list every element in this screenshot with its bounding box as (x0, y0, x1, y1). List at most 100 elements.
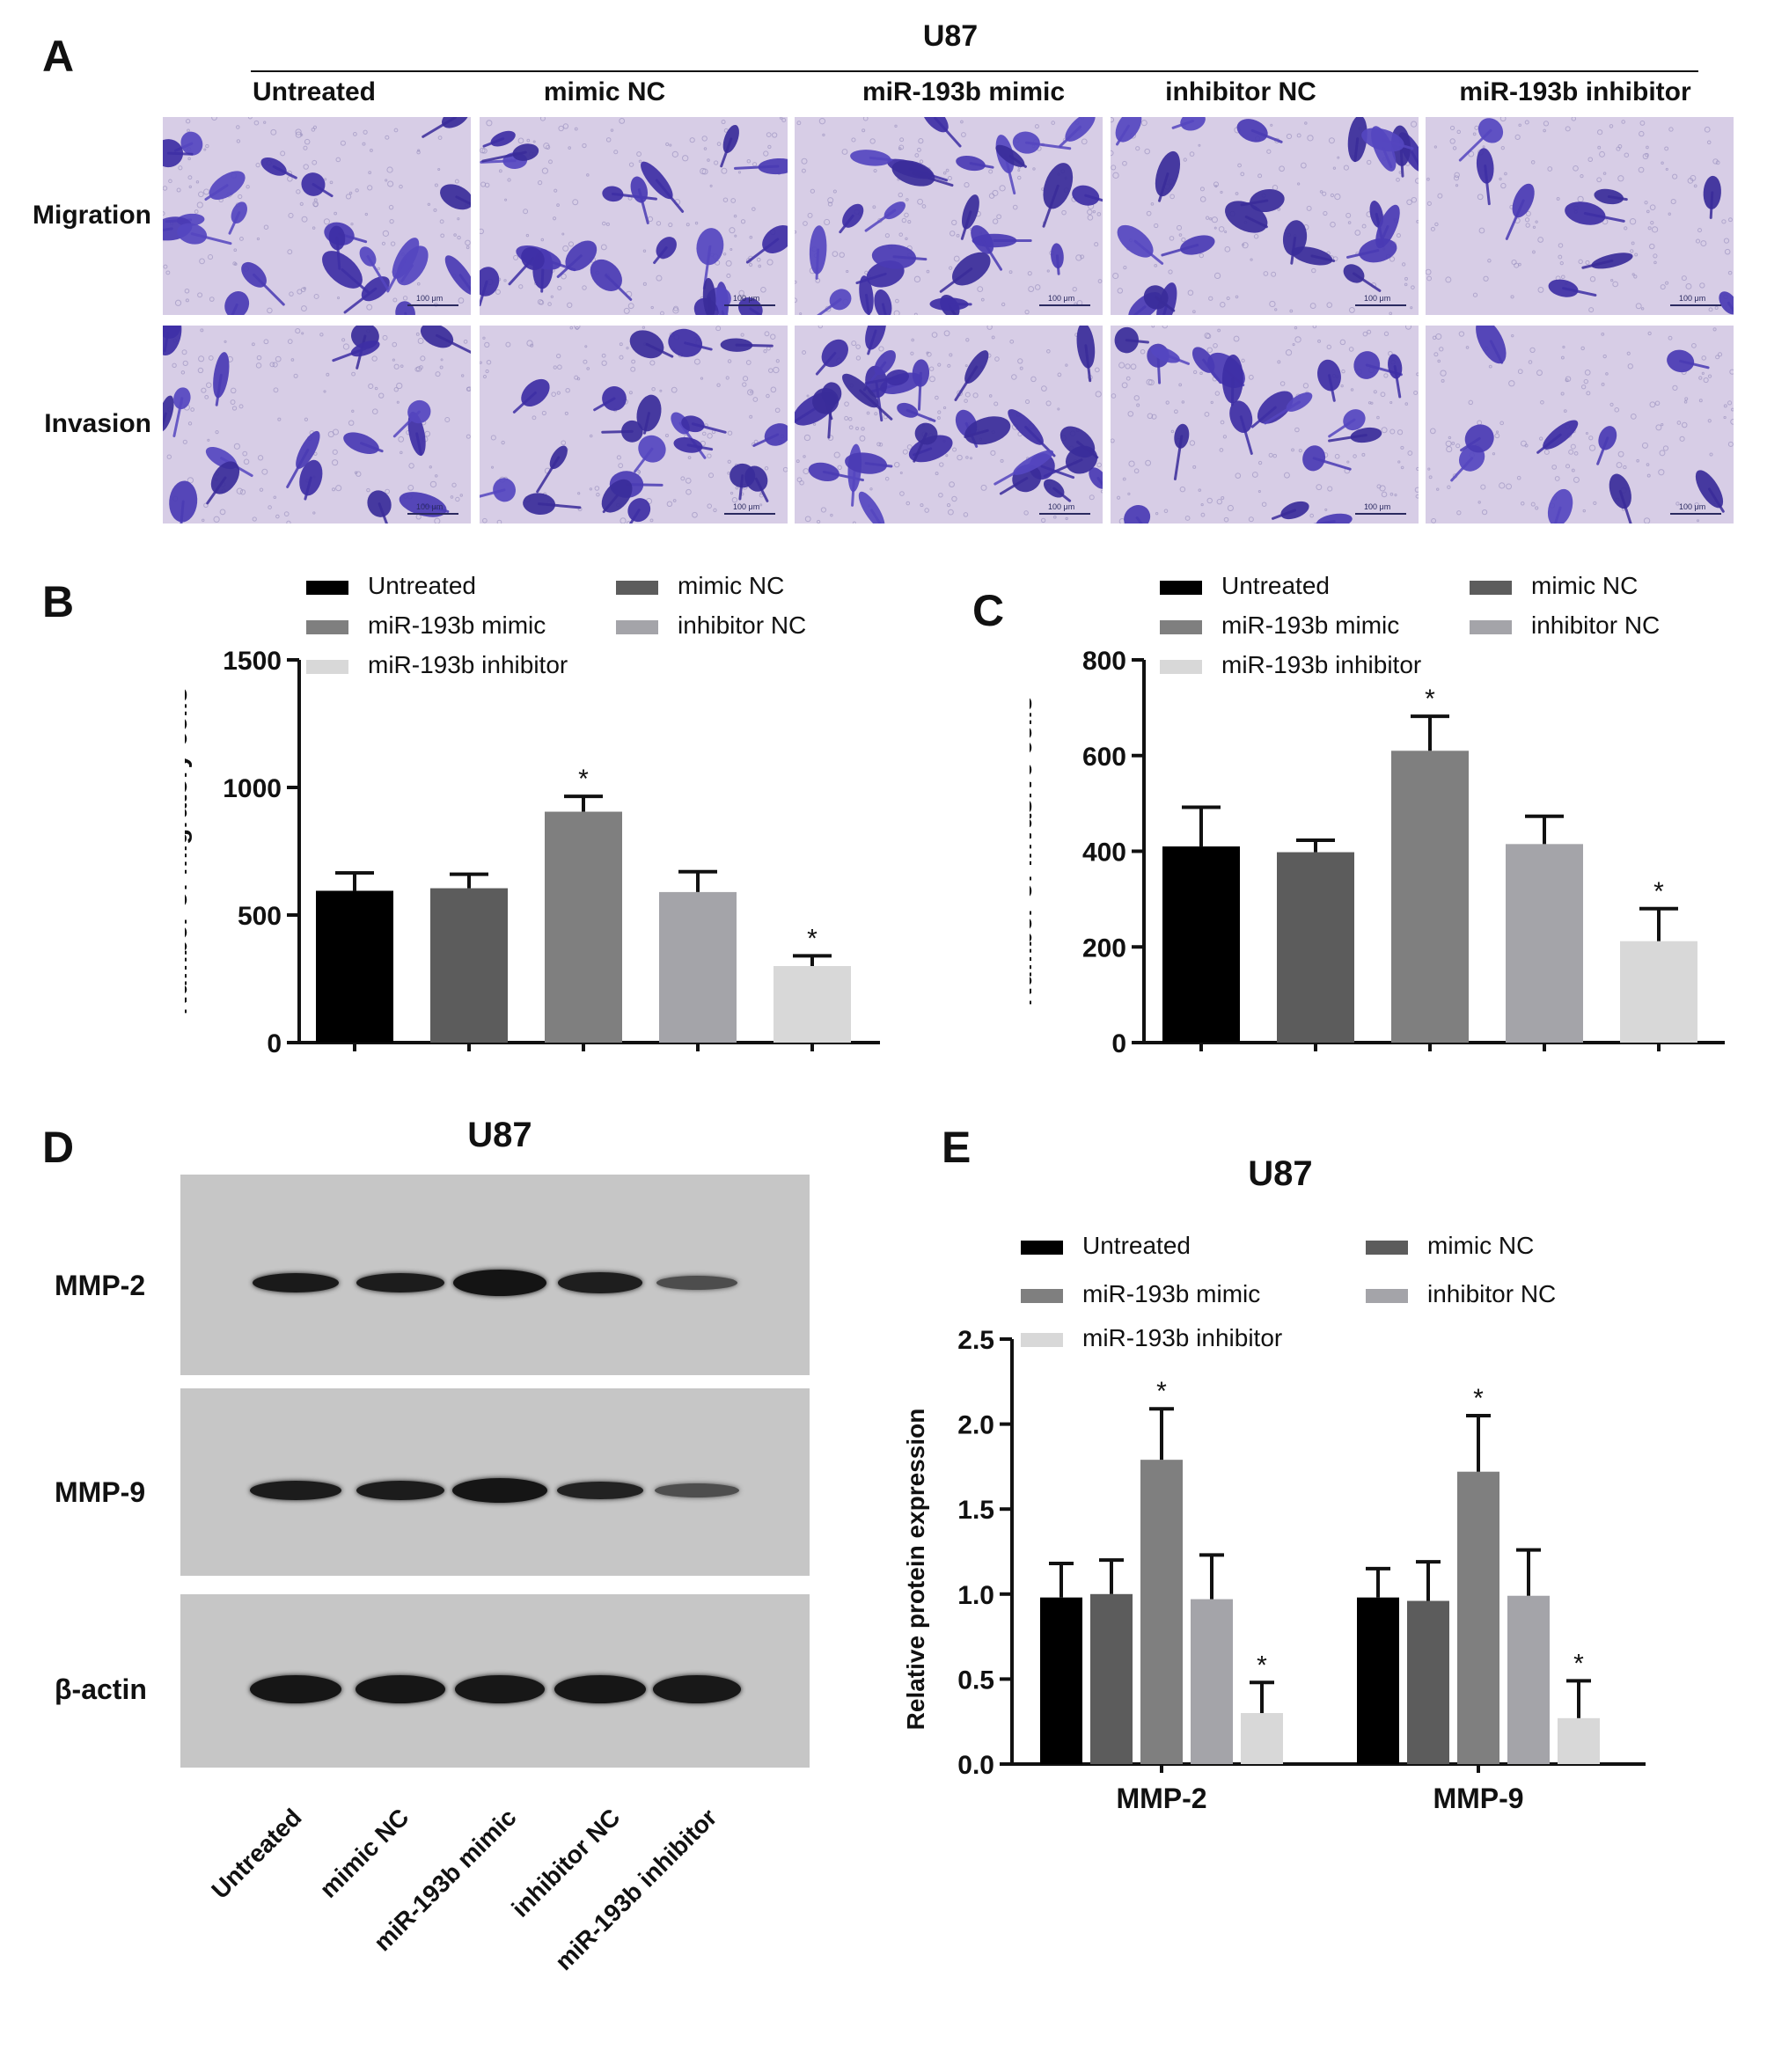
y-axis-label: Number of invasive cells (1030, 697, 1037, 1007)
bar-mir-193b-mimic (1391, 750, 1469, 1043)
significance-mark: * (1473, 1384, 1484, 1413)
y-tick-label: 2.0 (957, 1411, 994, 1440)
legend-label: inhibitor NC (1427, 1280, 1556, 1307)
significance-mark: * (578, 765, 589, 794)
band-mmp-9-inhibitor-nc (557, 1482, 643, 1499)
y-tick-label: 2.5 (957, 1326, 994, 1355)
bar-mmp-9-mir-193b-inhibitor (1558, 1718, 1600, 1764)
band-actin-untreated (250, 1675, 341, 1703)
micrograph-invasion-untreated: 100 μm (163, 326, 471, 523)
scale-bar-label: 100 μm (1679, 502, 1705, 511)
scale-bar (1039, 513, 1090, 515)
significance-mark: * (1156, 1377, 1167, 1406)
blot-label-mmp-2: MMP-2 (55, 1270, 145, 1302)
x-tick-label-mmp-9: MMP-9 (1433, 1783, 1523, 1812)
legend-swatch (616, 581, 658, 595)
scale-bar-label: 100 μm (733, 502, 759, 511)
bar-mimic-nc (1277, 853, 1354, 1043)
legend-entry-inhibitor-nc: inhibitor NC (1366, 1280, 1556, 1308)
scale-bar (1670, 513, 1721, 515)
band-mmp-2-mir-193b-inhibitor (656, 1276, 737, 1290)
y-tick-label: 1000 (223, 774, 282, 803)
bar-mmp-2-mir-193b-inhibitor (1241, 1713, 1283, 1764)
legend-swatch (1021, 1289, 1063, 1303)
legend-swatch (1470, 620, 1512, 634)
panel-a-cell-line: U87 (862, 19, 1038, 54)
y-tick-label: 0.5 (957, 1666, 994, 1695)
y-tick-label: 200 (1082, 933, 1126, 963)
y-tick-label: 800 (1082, 647, 1126, 676)
scale-bar (1355, 304, 1406, 306)
band-actin-mir-193b-inhibitor (653, 1675, 741, 1703)
legend-label: mimic NC (1427, 1232, 1534, 1259)
bar-mmp-2-untreated (1040, 1598, 1082, 1764)
blot-label-mmp-9: MMP-9 (55, 1476, 145, 1509)
y-tick-label: 1.0 (957, 1581, 994, 1610)
legend-entry-mimic-nc: mimic NC (616, 572, 784, 600)
blot-label-actin: β-actin (55, 1673, 147, 1706)
bar-untreated (316, 890, 393, 1043)
legend-entry-inhibitor-nc: inhibitor NC (1470, 611, 1660, 640)
bar-untreated (1162, 846, 1240, 1043)
legend-entry-mimic-nc: mimic NC (1366, 1232, 1534, 1260)
legend-entry-untreated: Untreated (1021, 1232, 1191, 1260)
x-tick-label-mmp-2: MMP-2 (1116, 1783, 1206, 1812)
bar-mmp-2-mimic-nc (1090, 1594, 1133, 1764)
band-mmp-2-inhibitor-nc (558, 1272, 642, 1293)
band-actin-inhibitor-nc (554, 1675, 646, 1703)
micrograph-invasion-mir-193b-inhibitor: 100 μm (1426, 326, 1734, 523)
band-mmp-2-untreated (253, 1273, 339, 1292)
legend-swatch (1366, 1241, 1408, 1255)
bar-mir-193b-mimic (545, 812, 622, 1043)
micrograph-invasion-mimic-nc: 100 μm (480, 326, 788, 523)
scale-bar-label: 100 μm (1048, 294, 1074, 303)
scale-bar-label: 100 μm (733, 294, 759, 303)
legend-swatch (1366, 1289, 1408, 1303)
legend-swatch (616, 620, 658, 634)
legend-swatch (1021, 1241, 1063, 1255)
scale-bar (724, 513, 775, 515)
y-tick-label: 0.0 (957, 1751, 994, 1780)
micrograph-invasion-inhibitor-nc: 100 μm (1111, 326, 1419, 523)
y-axis-label: Number of migratory cells (185, 688, 193, 1015)
scale-bar (407, 513, 458, 515)
panel-a-row-label-invasion: Invasion (0, 409, 151, 439)
y-tick-label: 0 (1111, 1029, 1126, 1058)
legend-label: Untreated (368, 572, 476, 599)
panel-letter-c: C (972, 585, 1004, 636)
panel-a-column-header-mir-193b-inhibitor: miR-193b inhibitor (1399, 77, 1751, 107)
panel-a-header-rule (251, 70, 1698, 72)
legend-label: miR-193b mimic (368, 611, 546, 639)
scale-bar (1355, 513, 1406, 515)
scale-bar-label: 100 μm (416, 502, 443, 511)
panel-letter-e: E (942, 1122, 971, 1173)
legend-entry-untreated: Untreated (1160, 572, 1330, 600)
bar-mir-193b-inhibitor (774, 966, 851, 1043)
y-tick-label: 0 (267, 1029, 282, 1058)
band-mmp-9-mir-193b-mimic (452, 1478, 547, 1503)
y-tick-label: 1500 (223, 647, 282, 676)
legend-label: miR-193b mimic (1082, 1280, 1260, 1307)
legend-entry-untreated: Untreated (306, 572, 476, 600)
micrograph-migration-mir-193b-inhibitor: 100 μm (1426, 117, 1734, 315)
scale-bar (407, 304, 458, 306)
legend-swatch (306, 581, 348, 595)
significance-mark: * (1653, 877, 1664, 906)
scale-bar-label: 100 μm (1679, 294, 1705, 303)
legend-label: inhibitor NC (1531, 611, 1660, 639)
bar-mmp-9-mir-193b-mimic (1457, 1472, 1499, 1764)
legend-label: miR-193b mimic (1221, 611, 1399, 639)
y-tick-label: 1.5 (957, 1496, 994, 1525)
legend-swatch (306, 620, 348, 634)
scale-bar (724, 304, 775, 306)
panel-a-row-label-migration: Migration (0, 201, 151, 231)
bar-mmp-2-inhibitor-nc (1191, 1600, 1233, 1764)
legend-entry-mimic-nc: mimic NC (1470, 572, 1638, 600)
legend-label: mimic NC (678, 572, 784, 599)
bar-mmp-9-untreated (1357, 1598, 1399, 1764)
y-tick-label: 500 (238, 902, 282, 931)
scale-bar-label: 100 μm (1364, 502, 1390, 511)
micrograph-migration-mir-193b-mimic: 100 μm (795, 117, 1103, 315)
